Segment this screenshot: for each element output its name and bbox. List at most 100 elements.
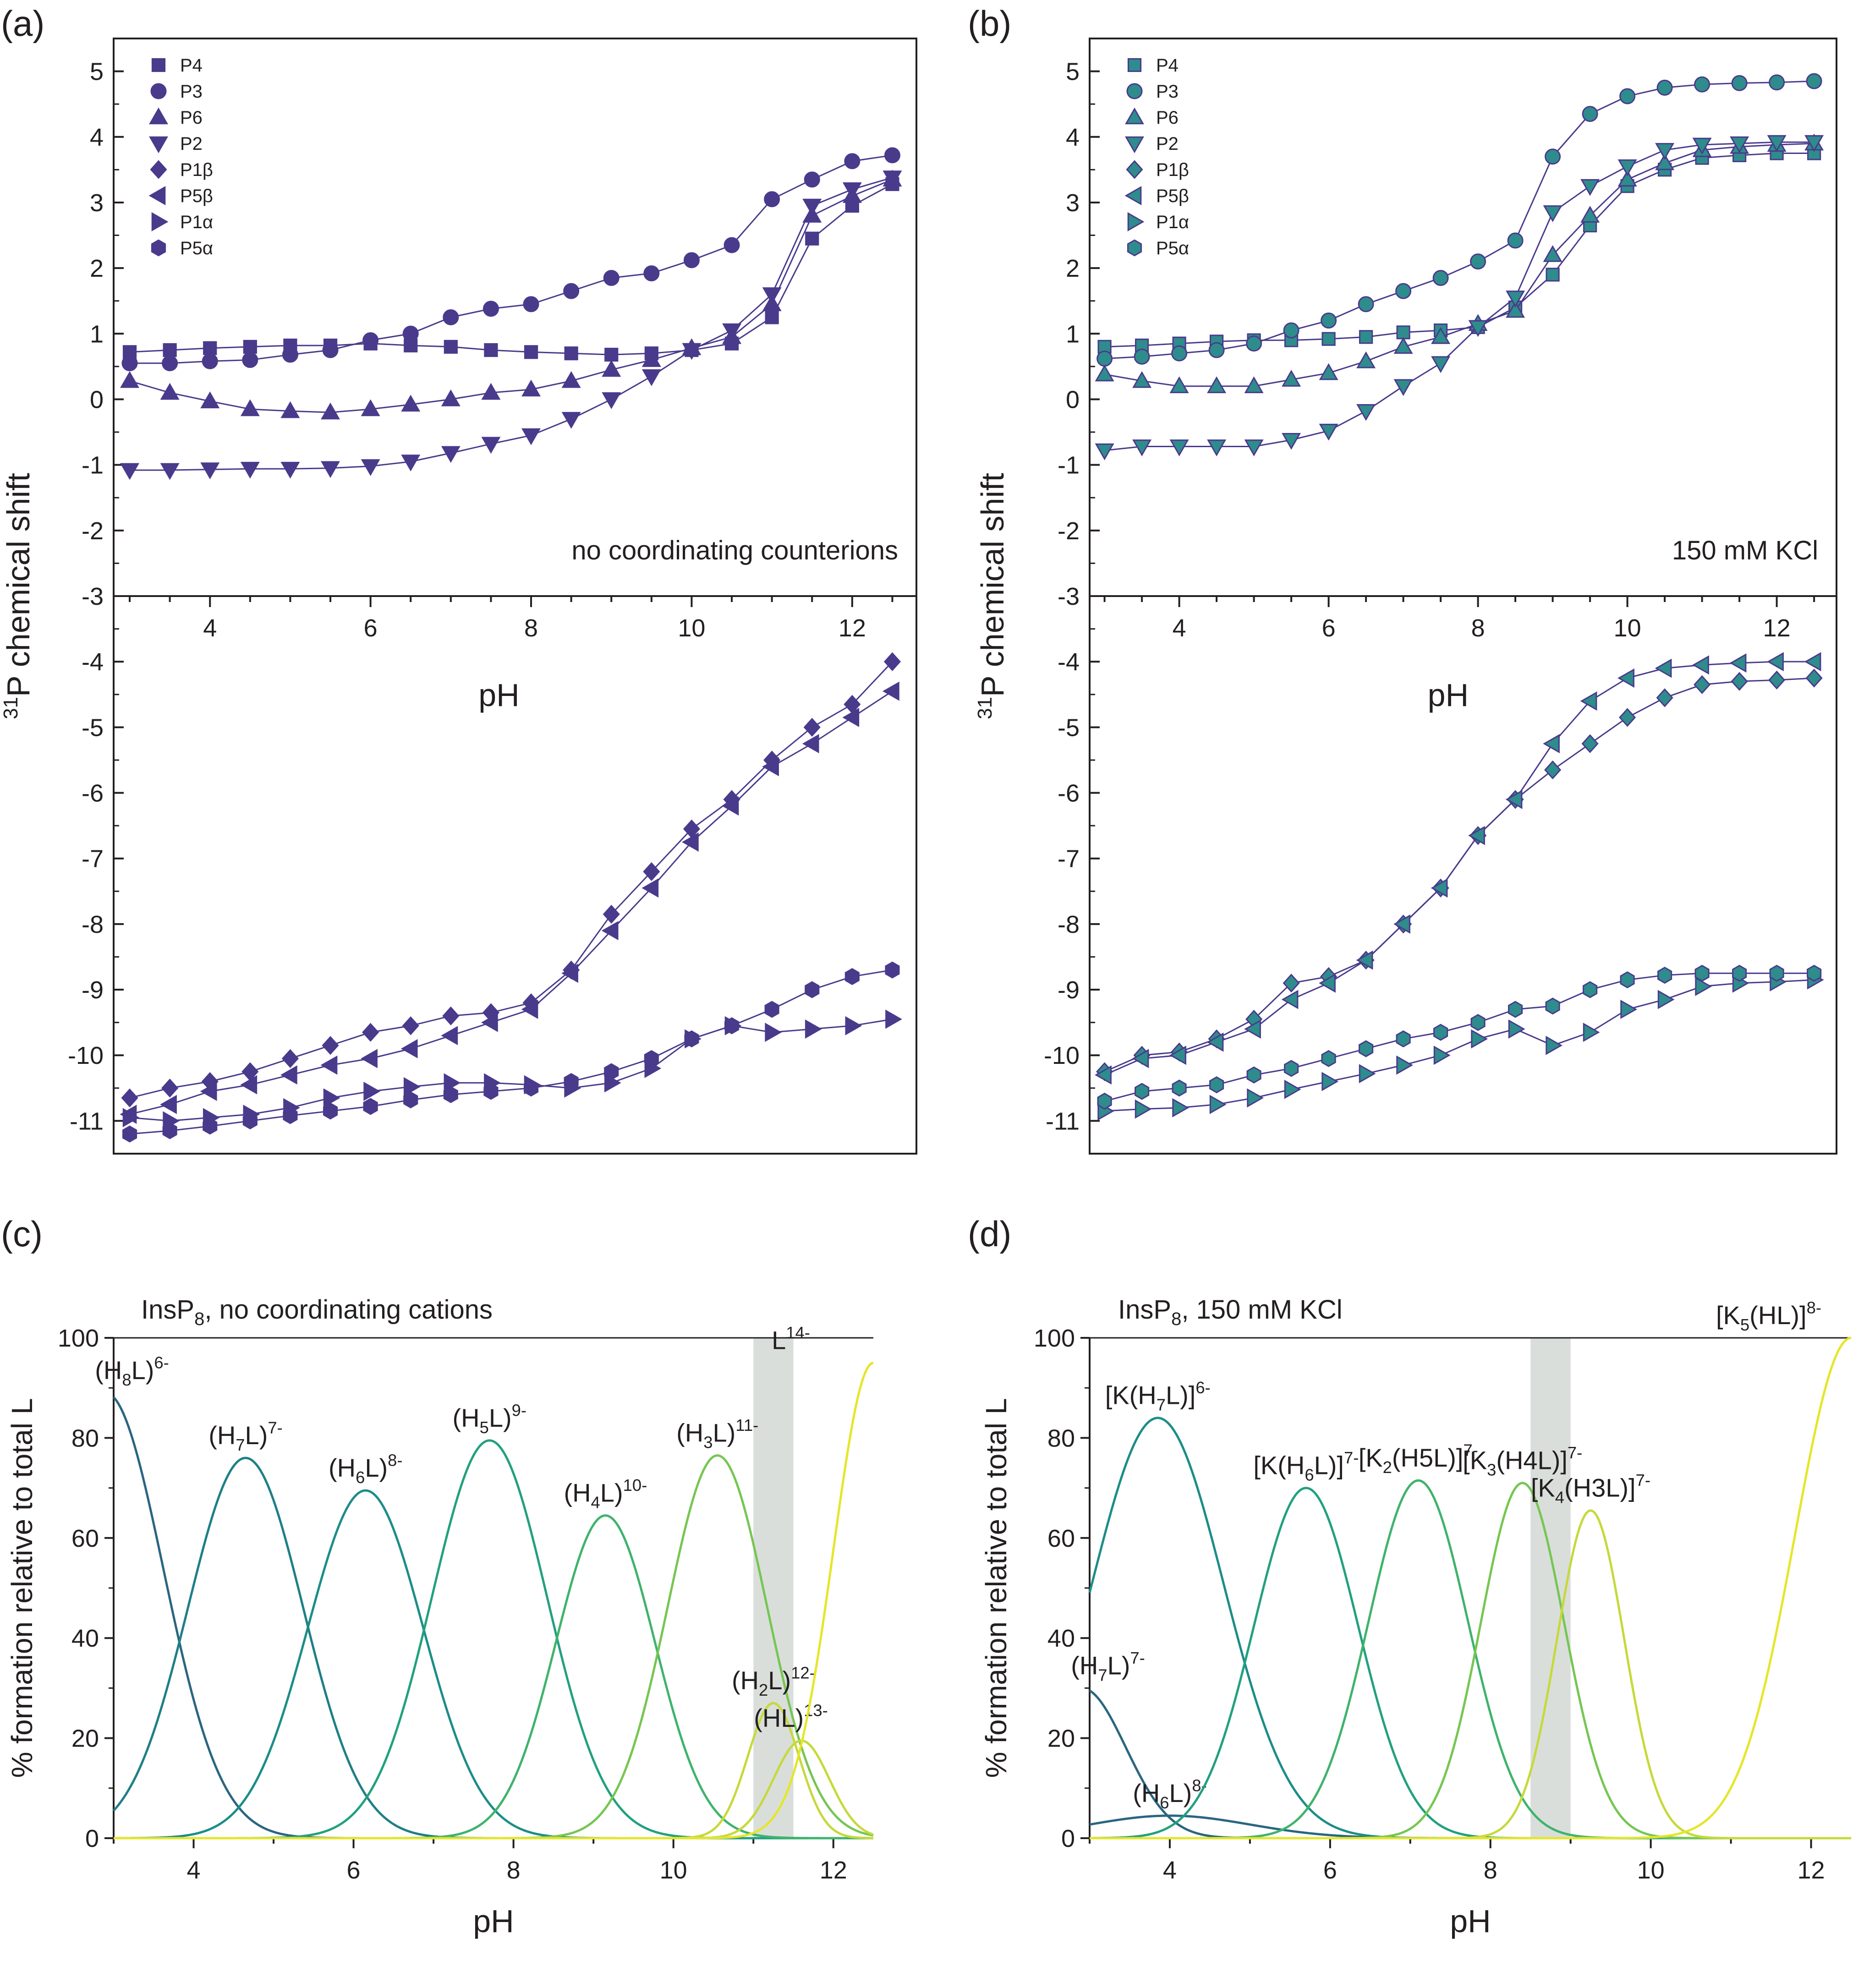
- y-tick-label: 1: [1066, 320, 1080, 348]
- x-axis-title: pH: [1428, 677, 1469, 713]
- y-axis-title-main: P chemical shift: [975, 473, 1010, 697]
- data-point-triangle-up: [1617, 170, 1637, 187]
- series-P3: [1096, 73, 1822, 367]
- data-point-hexagon: [1545, 997, 1560, 1015]
- data-point-triangle-down: [762, 287, 782, 304]
- data-point-circle: [844, 153, 861, 170]
- species-label-sub: 7: [1098, 1665, 1107, 1684]
- legend-label: P4: [180, 55, 203, 76]
- series-line: [129, 179, 893, 413]
- data-point-circle: [603, 270, 619, 286]
- y-tick-label: -8: [1058, 911, 1080, 938]
- data-point-diamond: [1731, 672, 1748, 691]
- data-point-hexagon: [885, 961, 900, 979]
- data-point-triangle-right: [403, 1077, 421, 1096]
- species-label-sub: 3: [703, 1433, 713, 1452]
- species-label-rest: L): [132, 1356, 154, 1385]
- data-point-triangle-down: [883, 170, 902, 187]
- data-point-circle: [1806, 73, 1822, 89]
- data-point-hexagon: [1246, 1066, 1261, 1084]
- data-point-triangle-left: [561, 964, 578, 983]
- data-point-triangle-right: [1135, 1099, 1152, 1119]
- data-point-hexagon: [1127, 239, 1142, 257]
- data-point-hexagon: [644, 1050, 659, 1067]
- data-point-triangle-down: [1580, 179, 1600, 196]
- data-point-triangle-down: [481, 437, 501, 454]
- species-label-main: (H: [564, 1479, 591, 1507]
- data-point-hexagon: [1396, 1030, 1411, 1047]
- data-point-triangle-down: [1319, 423, 1338, 441]
- data-point-triangle-down: [602, 392, 621, 409]
- data-point-hexagon: [283, 1107, 298, 1124]
- data-point-square: [805, 231, 819, 246]
- data-point-triangle-down: [1393, 379, 1413, 396]
- species-label-sub: 5: [1740, 1315, 1749, 1334]
- legend: P4 P3 P6 P2 P1β P5β P1α P5α: [1124, 55, 1189, 258]
- data-point-triangle-up: [280, 401, 300, 418]
- y-tick-label: 3: [1066, 189, 1080, 217]
- data-point-diamond: [1581, 734, 1599, 753]
- y-tick-label: -4: [82, 648, 104, 676]
- series-line: [1104, 141, 1815, 451]
- data-point-triangle-down: [321, 461, 340, 478]
- species-label: (H6L)8-: [1133, 1776, 1207, 1812]
- species-curve: [1089, 1487, 1851, 1840]
- y-tick-label: -5: [1058, 714, 1080, 741]
- data-point-square: [564, 346, 578, 361]
- shaded-region: [1530, 1338, 1571, 1838]
- legend-label: P5α: [180, 238, 213, 258]
- y-tick-label: 3: [90, 189, 104, 217]
- x-tick-label: 4: [203, 614, 217, 642]
- chart-title-rest: , no coordinating cations: [204, 1295, 493, 1325]
- data-point-diamond: [442, 1006, 460, 1025]
- y-tick-label: 100: [58, 1325, 99, 1352]
- data-point-triangle-up: [1244, 376, 1264, 394]
- species-label-sup: 10-: [623, 1476, 647, 1495]
- x-tick-label: 6: [347, 1857, 361, 1884]
- series-line: [1104, 661, 1815, 1076]
- species-label-main: [K: [1463, 1446, 1487, 1475]
- data-point-square: [151, 58, 166, 72]
- data-point-triangle-left: [1431, 878, 1448, 898]
- chart-title: InsP8, no coordinating cations: [141, 1295, 493, 1329]
- data-point-triangle-left: [802, 734, 819, 754]
- series-P6: [1095, 133, 1824, 394]
- series-P5α: [122, 961, 900, 1143]
- data-point-triangle-up: [149, 107, 168, 125]
- data-point-triangle-left: [842, 707, 860, 727]
- y-tick-label: 40: [1047, 1625, 1075, 1652]
- data-point-circle: [1694, 76, 1710, 93]
- x-tick-label: 4: [1163, 1857, 1177, 1884]
- data-point-triangle-right: [1247, 1088, 1264, 1108]
- species-label-rest: L): [600, 1479, 623, 1507]
- x-tick-label: 10: [1637, 1857, 1665, 1884]
- data-point-circle: [1321, 312, 1337, 329]
- y-tick-label: 60: [1047, 1525, 1075, 1552]
- data-point-hexagon: [1657, 967, 1672, 984]
- data-point-triangle-left: [1468, 826, 1485, 845]
- series-line: [1104, 153, 1815, 348]
- data-point-triangle-up: [120, 371, 140, 388]
- species-label-main: (H: [95, 1356, 122, 1385]
- data-point-triangle-down: [240, 461, 260, 479]
- y-tick-label: -3: [1058, 583, 1080, 610]
- data-point-triangle-down: [1730, 136, 1749, 153]
- data-point-diamond: [322, 1036, 339, 1055]
- data-point-circle: [804, 171, 820, 188]
- data-point-circle: [362, 332, 379, 349]
- data-point-circle: [1432, 270, 1449, 286]
- data-point-triangle-left: [280, 1065, 297, 1085]
- data-point-triangle-down: [1804, 135, 1824, 152]
- annotation: no coordinating counterions: [571, 536, 898, 565]
- species-label: (H8L)6-: [95, 1353, 169, 1390]
- data-point-triangle-right: [1433, 1046, 1451, 1065]
- data-point-circle: [1769, 74, 1785, 91]
- species-label-main: (H: [676, 1418, 703, 1447]
- species-label-sup: 9-: [512, 1401, 526, 1419]
- series-line: [130, 177, 893, 471]
- data-point-triangle-down: [1692, 137, 1712, 155]
- series-line: [1104, 677, 1815, 1073]
- x-tick-label: 12: [1797, 1857, 1825, 1884]
- data-point-hexagon: [523, 1079, 539, 1097]
